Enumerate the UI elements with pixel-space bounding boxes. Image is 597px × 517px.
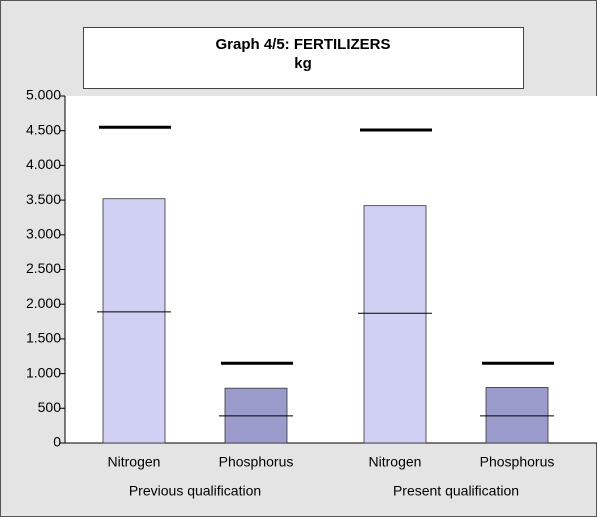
x-tick-label: Phosphorus <box>480 454 555 470</box>
bar <box>485 387 549 444</box>
chart-title: Graph 4/5: FERTILIZERS <box>215 36 390 53</box>
y-tick-label: 3.000 <box>26 226 61 242</box>
bar <box>363 205 427 444</box>
y-tick-label: 1.500 <box>26 330 61 346</box>
y-tick-label: 2.500 <box>26 260 61 276</box>
y-tick-label: 3.500 <box>26 191 61 207</box>
y-tick-label: 2.000 <box>26 295 61 311</box>
y-tick-label: 5.000 <box>26 87 61 103</box>
x-tick-label: Nitrogen <box>369 454 422 470</box>
y-tick-label: 4.500 <box>26 121 61 137</box>
chart-subtitle: kg <box>294 55 312 72</box>
y-tick-label: 1.000 <box>26 364 61 380</box>
title-box <box>83 27 524 89</box>
group-label: Previous qualification <box>129 483 261 499</box>
y-tick-label: 4.000 <box>26 156 61 172</box>
group-label: Present qualification <box>393 483 519 499</box>
y-tick-label: 500 <box>38 399 62 415</box>
x-tick-label: Phosphorus <box>219 454 294 470</box>
bar <box>102 198 166 444</box>
x-tick-label: Nitrogen <box>108 454 161 470</box>
y-tick-label: 0 <box>53 434 61 450</box>
